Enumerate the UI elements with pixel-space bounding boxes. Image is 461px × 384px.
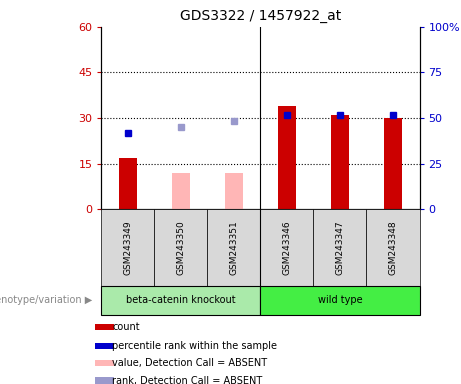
Bar — [95, 324, 114, 330]
Bar — [171, 173, 190, 209]
Text: GDS3322 / 1457922_at: GDS3322 / 1457922_at — [180, 9, 341, 23]
Text: count: count — [112, 322, 140, 332]
Text: GSM243348: GSM243348 — [389, 220, 397, 275]
Text: GSM243346: GSM243346 — [283, 220, 291, 275]
Text: rank, Detection Call = ABSENT: rank, Detection Call = ABSENT — [112, 376, 263, 384]
Bar — [260, 209, 313, 286]
Text: GSM243347: GSM243347 — [336, 220, 344, 275]
Text: GSM243350: GSM243350 — [177, 220, 185, 275]
Bar — [95, 377, 114, 384]
Bar — [225, 173, 243, 209]
Bar — [95, 360, 114, 366]
Text: GSM243351: GSM243351 — [230, 220, 238, 275]
Bar — [207, 209, 260, 286]
Bar — [313, 209, 366, 286]
Bar — [101, 209, 154, 286]
Text: percentile rank within the sample: percentile rank within the sample — [112, 341, 278, 351]
Bar — [331, 115, 349, 209]
Text: beta-catenin knockout: beta-catenin knockout — [126, 295, 236, 306]
Text: GSM243349: GSM243349 — [124, 220, 132, 275]
Bar — [95, 343, 114, 349]
Bar — [154, 209, 207, 286]
Bar — [278, 106, 296, 209]
Text: genotype/variation ▶: genotype/variation ▶ — [0, 295, 92, 306]
Text: value, Detection Call = ABSENT: value, Detection Call = ABSENT — [112, 358, 267, 368]
Bar — [118, 157, 137, 209]
Bar — [384, 118, 402, 209]
Bar — [101, 286, 260, 315]
Text: wild type: wild type — [318, 295, 362, 306]
Bar — [366, 209, 420, 286]
Bar — [260, 286, 420, 315]
